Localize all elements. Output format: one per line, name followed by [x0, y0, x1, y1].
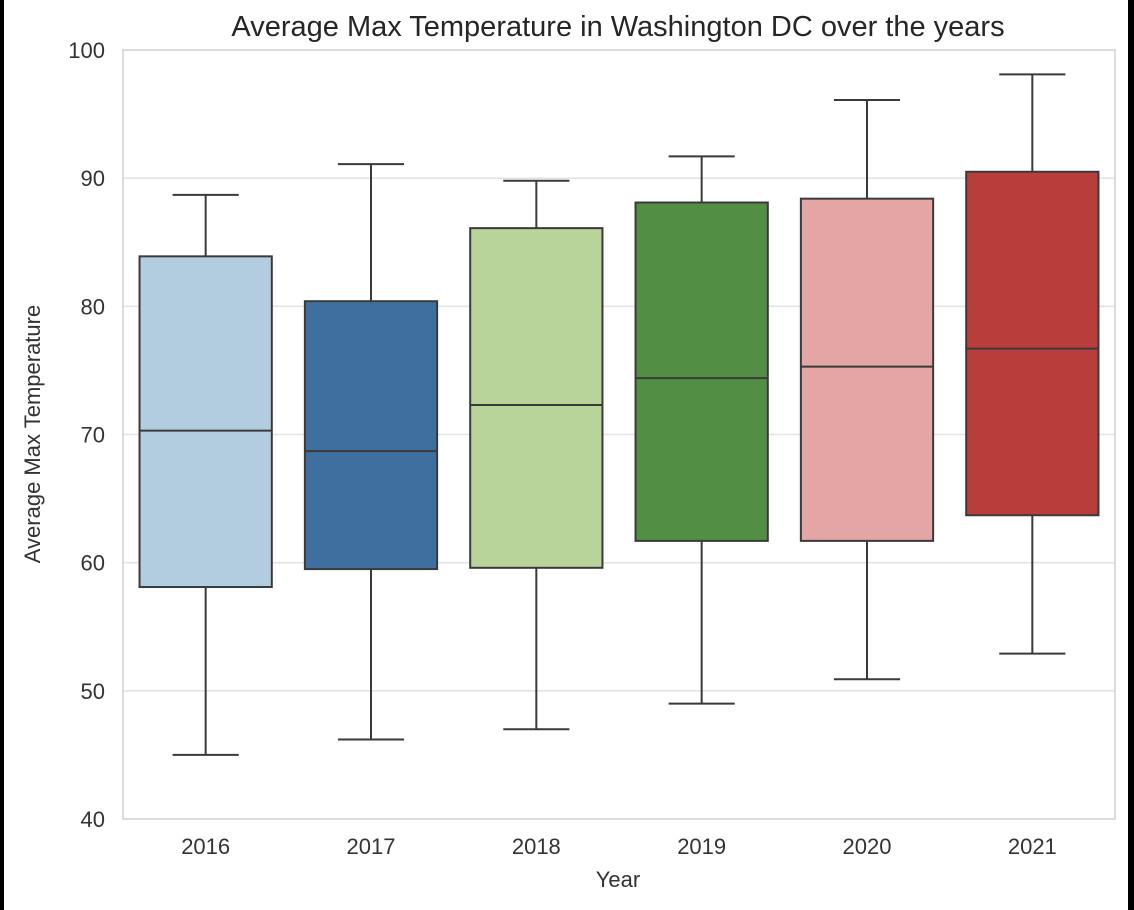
- plot-frame: [122, 49, 1116, 820]
- box-2017: [303, 300, 439, 571]
- y-axis-label: Average Max Temperature: [20, 305, 45, 563]
- box-2021: [965, 170, 1100, 517]
- x-tick-label-2020: 2020: [843, 834, 892, 859]
- x-tick-label-2021: 2021: [1008, 834, 1057, 859]
- boxplot-chart: Average Max Temperature in Washington DC…: [20, 11, 1116, 892]
- x-axis-label: Year: [596, 867, 640, 892]
- y-tick-label-50: 50: [81, 679, 105, 704]
- y-tick-label-70: 70: [81, 423, 105, 448]
- x-tick-label-2019: 2019: [677, 834, 726, 859]
- box-2020: [799, 197, 935, 542]
- x-tick-label-2017: 2017: [347, 834, 396, 859]
- plot-area: 40 50 60 70 80 90 100 2016 2017 2018 2019 2020 2021: [68, 38, 1116, 859]
- y-tick-label-90: 90: [81, 166, 105, 191]
- y-tick-label-40: 40: [81, 807, 105, 832]
- box-2018: [469, 227, 604, 569]
- box-2019: [634, 201, 769, 542]
- x-tick-label-2016: 2016: [181, 834, 230, 859]
- chart-title: Average Max Temperature in Washington DC…: [231, 11, 1004, 43]
- x-tick-label-2018: 2018: [512, 834, 561, 859]
- y-tick-label-60: 60: [81, 551, 105, 576]
- y-tick-label-100: 100: [68, 38, 105, 63]
- y-tick-label-80: 80: [81, 294, 105, 319]
- chart-canvas: Average Max Temperature in Washington DC…: [4, 0, 1128, 910]
- box-2016: [138, 255, 273, 589]
